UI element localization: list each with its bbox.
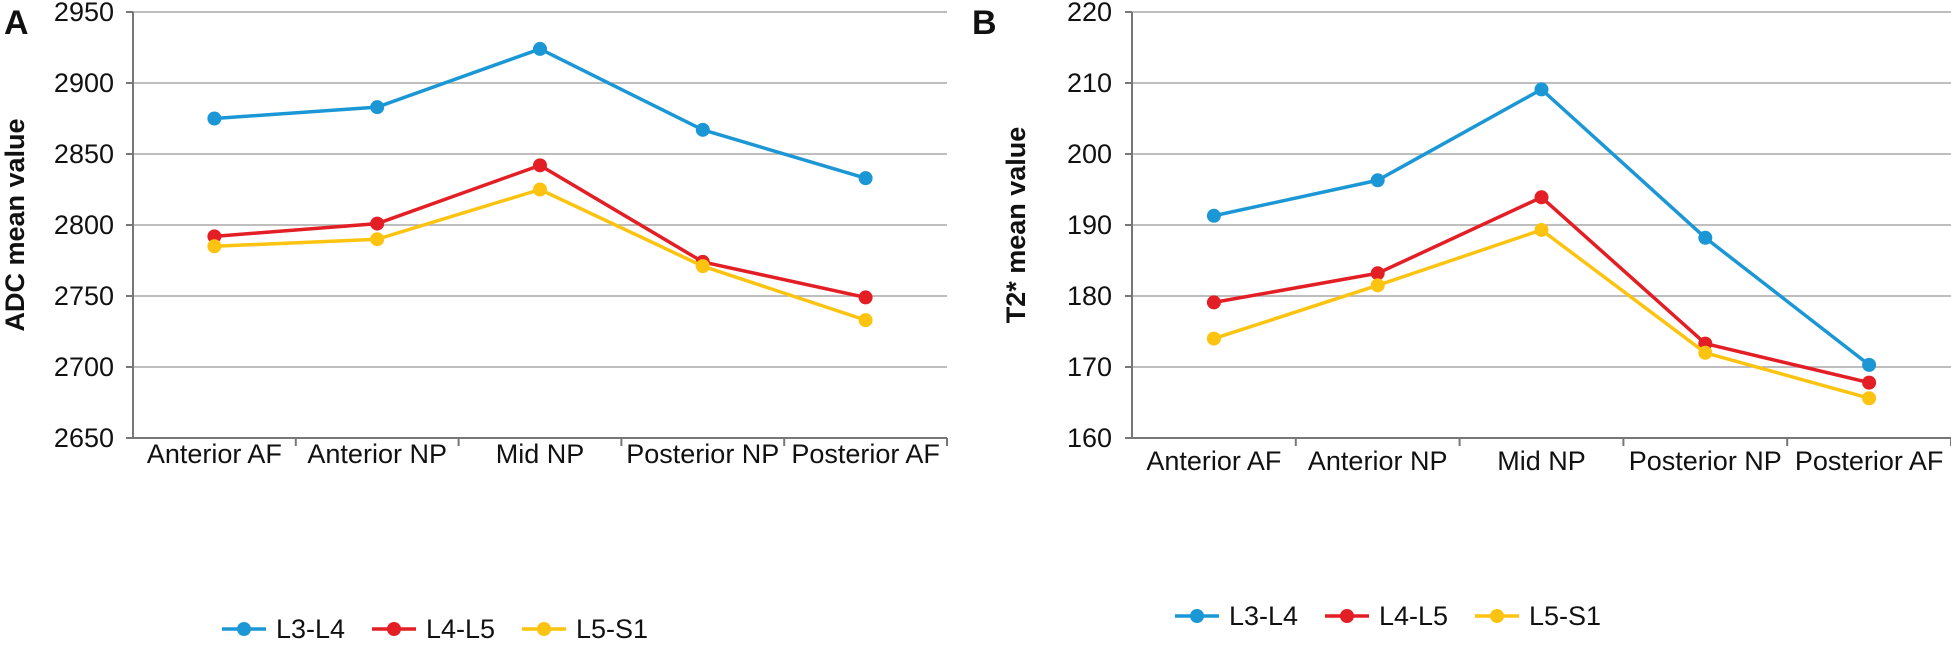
- series-line-l5-s1: [1213, 228, 1870, 400]
- data-point-l3-l4: [695, 122, 710, 137]
- x-category-label: Posterior NP: [1629, 446, 1782, 476]
- y-tick-label: 180: [1067, 281, 1112, 311]
- data-point-l5-s1: [695, 259, 710, 274]
- data-point-l5-s1: [858, 313, 873, 328]
- chart-panel-b: B 160 170 180 190 200 210 220 T2* mean value Ante…: [972, 0, 1951, 631]
- data-point-l4-l5: [370, 216, 385, 231]
- data-point-l4-l5: [858, 290, 873, 305]
- data-point-l3-l4: [533, 41, 547, 56]
- data-point-l5-s1: [370, 232, 385, 247]
- panel-letter: B: [972, 4, 997, 42]
- legend-marker-l5-s1: [537, 622, 551, 636]
- data-point-l5-s1: [533, 182, 547, 197]
- legend-label: L5-S1: [1529, 601, 1601, 631]
- y-tick-label: 2900: [54, 68, 114, 98]
- x-category-label: Anterior NP: [307, 439, 447, 469]
- x-category-label: Anterior AF: [1146, 446, 1281, 476]
- panel-letter: A: [4, 4, 29, 42]
- legend-label: L3-L4: [1229, 601, 1298, 631]
- legend-label: L3-L4: [276, 614, 345, 644]
- y-axis-label: T2* mean value: [1001, 127, 1031, 324]
- legend-label: L5-S1: [576, 614, 648, 644]
- x-category-label: Anterior AF: [147, 439, 282, 469]
- data-point-l3-l4: [1534, 82, 1549, 97]
- y-tick-label: 2850: [54, 139, 114, 169]
- y-tick-label: 160: [1067, 423, 1112, 453]
- x-category-label: Anterior NP: [1308, 446, 1448, 476]
- y-tick-label: 2950: [54, 0, 114, 27]
- x-category-label: Mid NP: [1497, 446, 1586, 476]
- y-tick-label: 2650: [54, 423, 114, 453]
- x-category-label: Posterior AF: [1795, 446, 1944, 476]
- y-tick-label: 2750: [54, 281, 114, 311]
- legend-marker-l5-s1: [1490, 609, 1504, 623]
- data-point-l5-s1: [207, 239, 222, 254]
- y-tick-label: 2800: [54, 210, 114, 240]
- data-point-l3-l4: [858, 171, 873, 186]
- data-point-l3-l4: [370, 100, 385, 115]
- legend-marker-l4-l5: [387, 622, 401, 636]
- data-point-l3-l4: [1206, 208, 1221, 223]
- series-line-l5-s1: [214, 187, 867, 322]
- y-tick-label: 220: [1067, 0, 1112, 27]
- y-axis-label: ADC mean value: [0, 118, 30, 331]
- y-tick-label: 2700: [54, 352, 114, 382]
- data-point-l5-s1: [1370, 278, 1385, 293]
- y-tick-label: 170: [1067, 352, 1112, 382]
- x-category-label: Posterior AF: [791, 439, 940, 469]
- legend-label: L4-L5: [1379, 601, 1448, 631]
- legend-marker-l3-l4: [1190, 609, 1204, 623]
- data-point-l4-l5: [533, 158, 547, 173]
- data-point-l3-l4: [1370, 173, 1385, 188]
- data-point-l5-s1: [1698, 345, 1713, 360]
- data-point-l5-s1: [1862, 391, 1877, 406]
- y-tick-label: 200: [1067, 139, 1112, 169]
- chart-panel-a: A 2650 2700 2750 2800 2850 2900 2950 ADC mean va…: [0, 0, 948, 644]
- legend-marker-l3-l4: [237, 622, 251, 636]
- data-point-l4-l5: [1534, 190, 1549, 205]
- data-point-l3-l4: [207, 111, 222, 126]
- data-point-l5-s1: [1534, 222, 1549, 237]
- data-point-l4-l5: [1862, 375, 1877, 390]
- data-point-l5-s1: [1206, 331, 1221, 346]
- data-point-l4-l5: [207, 229, 222, 244]
- data-point-l3-l4: [1698, 230, 1713, 245]
- data-point-l4-l5: [1370, 266, 1385, 281]
- legend-marker-l4-l5: [1340, 609, 1354, 623]
- y-tick-label: 190: [1067, 210, 1112, 240]
- x-category-label: Posterior NP: [626, 439, 779, 469]
- y-tick-label: 210: [1067, 68, 1112, 98]
- data-point-l3-l4: [1862, 357, 1877, 372]
- legend-label: L4-L5: [426, 614, 495, 644]
- x-category-label: Mid NP: [496, 439, 585, 469]
- data-point-l4-l5: [1206, 295, 1221, 310]
